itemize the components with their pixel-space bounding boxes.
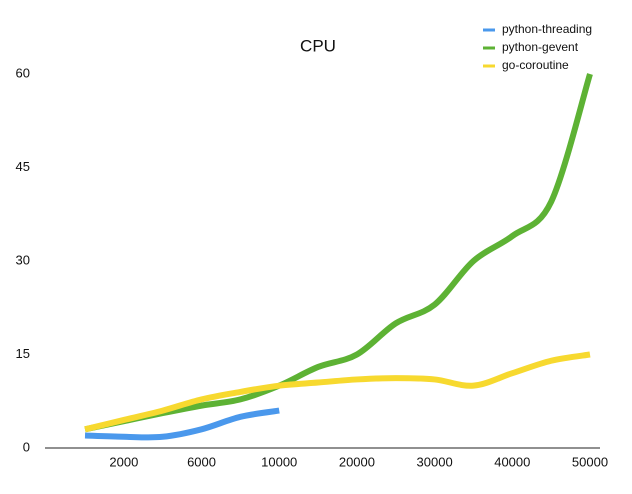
y-tick-label: 30 [16,252,30,267]
legend-label: python-threading [502,22,592,36]
x-tick-label: 10000 [261,454,297,469]
x-tick-label: 20000 [339,454,375,469]
y-tick-label: 60 [16,65,30,80]
line [84,407,280,441]
chart-title: CPU [300,36,336,55]
x-tick-label: 50000 [572,454,608,469]
legend-label: go-coroutine [502,58,569,72]
x-tick-label: 2000 [109,454,138,469]
line [84,351,591,433]
x-tick-label: 30000 [417,454,453,469]
x-tick-label: 6000 [187,454,216,469]
legend-label: python-gevent [502,40,579,54]
y-tick-label: 45 [16,159,30,174]
line [84,73,593,433]
y-tick-label: 15 [16,346,30,361]
x-tick-label: 40000 [494,454,530,469]
y-tick-label: 0 [23,439,30,454]
